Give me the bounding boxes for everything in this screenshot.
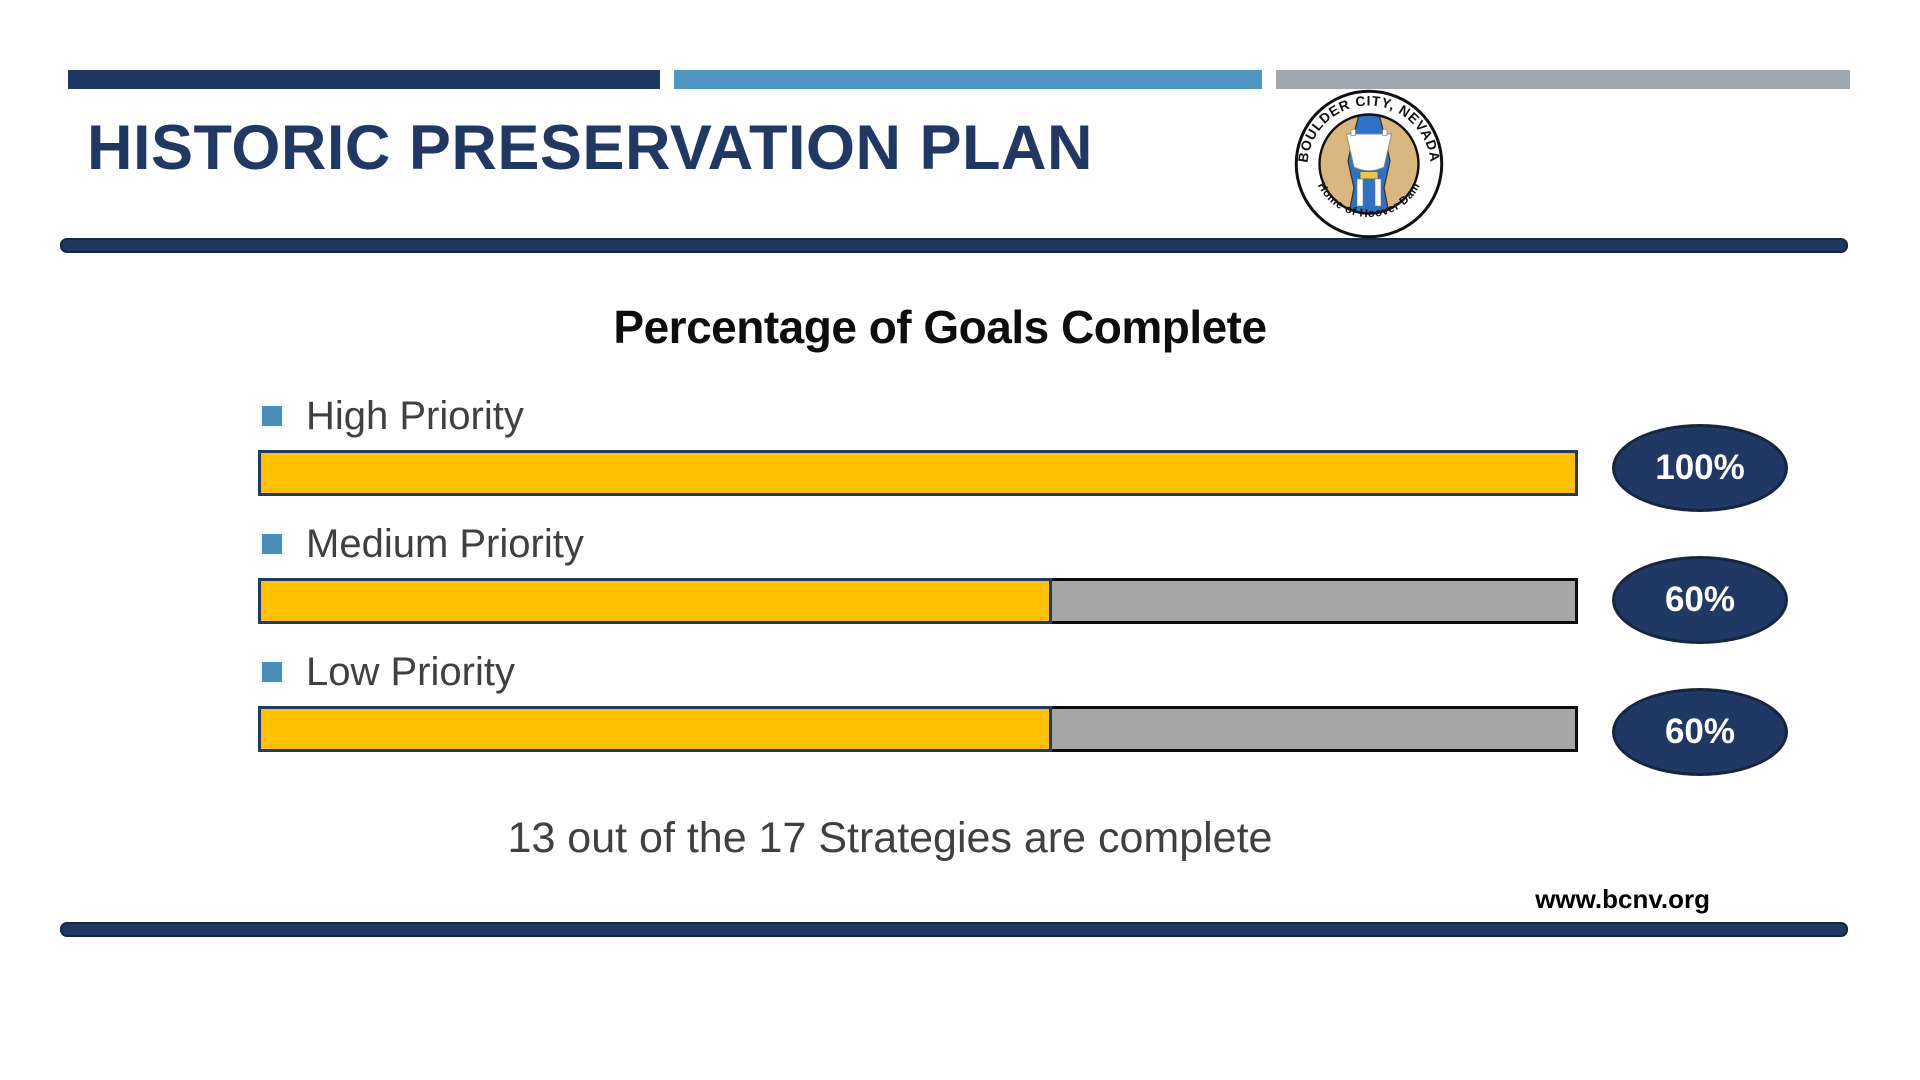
progress-bar-track [258, 706, 1578, 752]
top-accent-segment-gray [1276, 70, 1850, 89]
progress-bar-fill [258, 450, 1578, 496]
category-label: Medium Priority [306, 522, 584, 566]
boulder-city-seal-logo: BOULDER CITY, NEVADA Home of Hoover Dam [1294, 89, 1444, 239]
progress-bar-fill [258, 578, 1053, 624]
value-badge-label: 60% [1664, 580, 1736, 619]
footer-divider-rule [60, 922, 1848, 937]
value-badge-low: 60% [1612, 688, 1788, 776]
top-accent-segment-navy [68, 70, 660, 89]
chart-row-high-priority: High Priority [258, 392, 1578, 496]
progress-bar-fill [258, 706, 1053, 752]
value-badge-medium: 60% [1612, 556, 1788, 644]
summary-text: 13 out of the 17 Strategies are complete [507, 814, 1273, 862]
chart-title: Percentage of Goals Complete [613, 301, 1267, 353]
square-bullet-icon [262, 662, 282, 682]
progress-bar-track [258, 450, 1578, 496]
top-accent-segment-blue [674, 70, 1262, 89]
category-label-row: High Priority [258, 392, 1578, 440]
square-bullet-icon [262, 534, 282, 554]
progress-bar-track [258, 578, 1578, 624]
chart-row-medium-priority: Medium Priority [258, 520, 1578, 624]
category-label-row: Low Priority [258, 648, 1578, 696]
value-badge-label: 100% [1655, 448, 1745, 487]
header-divider-rule [60, 238, 1848, 253]
square-bullet-icon [262, 406, 282, 426]
chart-row-low-priority: Low Priority [258, 648, 1578, 752]
value-badge-label: 60% [1664, 712, 1736, 751]
value-badge-high: 100% [1612, 424, 1788, 512]
footer-url[interactable]: www.bcnv.org [1535, 884, 1710, 914]
category-label: Low Priority [306, 650, 515, 694]
category-label-row: Medium Priority [258, 520, 1578, 568]
category-label: High Priority [306, 394, 524, 438]
page-title: HISTORIC PRESERVATION PLAN [87, 113, 1093, 183]
